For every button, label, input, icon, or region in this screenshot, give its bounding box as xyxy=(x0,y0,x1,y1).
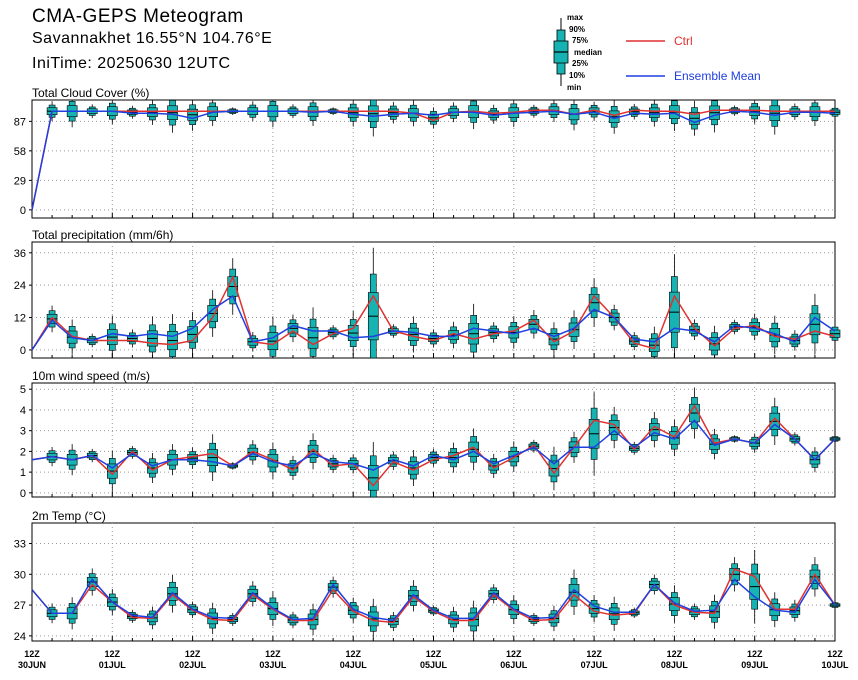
location-label: Savannakhet 16.55°N 104.76°E xyxy=(32,30,273,47)
legend-label-max: max xyxy=(567,13,584,22)
legend-label-median: median xyxy=(574,48,602,57)
legend-boxplot-icon xyxy=(553,18,569,86)
panel-title: Total Cloud Cover (%) xyxy=(32,86,149,100)
legend-label-p25: 25% xyxy=(572,59,588,68)
x-tick-label-time: 12Z xyxy=(265,649,281,659)
y-tick-label: 1 xyxy=(20,467,26,479)
init-time-label: IniTime: 20250630 12UTC xyxy=(32,55,231,72)
legend-label-p75: 75% xyxy=(572,36,588,45)
boxplot-group xyxy=(46,549,841,640)
mean-series-line xyxy=(31,419,836,471)
panel-2: 10m wind speed (m/s) 0 1 2 3 4 5 xyxy=(20,369,841,500)
x-tick-label-date: 01JUL xyxy=(99,660,127,670)
ctrl-series-line xyxy=(31,404,836,487)
y-tick-label: 36 xyxy=(14,248,26,260)
mean-series-line xyxy=(31,110,836,211)
x-tick-label-time: 12Z xyxy=(24,649,40,659)
x-tick-label-time: 12Z xyxy=(105,649,121,659)
x-tick-label-date: 04JUL xyxy=(340,660,368,670)
y-tick-label: 24 xyxy=(14,280,26,292)
legend-label-p90: 90% xyxy=(569,25,585,34)
mean-series-line xyxy=(31,294,836,351)
panel-0: Total Cloud Cover (%) 0 29 58 87 xyxy=(14,86,841,219)
x-tick-label-date: 06JUL xyxy=(500,660,528,670)
y-tick-label: 3 xyxy=(20,426,26,438)
x-tick-label-time: 12Z xyxy=(586,649,602,659)
x-tick-label-date: 10JUL xyxy=(821,660,849,670)
y-tick-label: 87 xyxy=(14,116,26,128)
legend-label-p10: 10% xyxy=(569,71,585,80)
ctrl-series-line xyxy=(31,568,836,624)
x-axis-labels: 12Z30JUN12Z01JUL12Z02JUL12Z03JUL12Z04JUL… xyxy=(18,649,849,670)
x-tick-label-date: 05JUL xyxy=(420,660,448,670)
meteogram-title: CMA-GEPS Meteogram xyxy=(32,6,244,27)
y-tick-label: 33 xyxy=(14,539,26,551)
x-tick-label-date: 02JUL xyxy=(179,660,207,670)
legend-ctrl-label: Ctrl xyxy=(674,34,693,48)
x-tick-label-date: 08JUL xyxy=(661,660,689,670)
x-tick-label-date: 03JUL xyxy=(259,660,287,670)
y-tick-label: 0 xyxy=(20,488,26,500)
panel-3: 2m Temp (°C) 24 27 30 33 xyxy=(14,509,841,643)
x-tick-label-time: 12Z xyxy=(426,649,442,659)
panel-title: 2m Temp (°C) xyxy=(32,509,106,523)
panel-title: 10m wind speed (m/s) xyxy=(32,369,150,383)
x-tick-label-time: 12Z xyxy=(827,649,843,659)
ctrl-series-line xyxy=(31,109,835,211)
x-tick-label-date: 07JUL xyxy=(581,660,609,670)
x-tick-label-date: 09JUL xyxy=(741,660,769,670)
y-tick-label: 29 xyxy=(14,175,26,187)
y-tick-label: 2 xyxy=(20,446,26,458)
boxplot-group xyxy=(46,99,841,137)
x-tick-label-time: 12Z xyxy=(747,649,763,659)
y-tick-label: 0 xyxy=(20,345,26,357)
panel-1: Total precipitation (mm/6h) 0 12 24 36 xyxy=(14,228,841,359)
x-tick-label-time: 12Z xyxy=(185,649,201,659)
y-tick-label: 12 xyxy=(14,313,26,325)
legend: max 90% 75% median 25% 10% min Ctrl Ense… xyxy=(553,13,761,92)
x-tick-label-time: 12Z xyxy=(345,649,361,659)
mean-series-line xyxy=(31,578,836,622)
x-tick-label-date: 30JUN xyxy=(18,660,46,670)
boxplot-group xyxy=(46,247,841,359)
x-tick-label-time: 12Z xyxy=(506,649,522,659)
y-tick-label: 58 xyxy=(14,146,26,158)
x-tick-label-time: 12Z xyxy=(667,649,683,659)
legend-mean-label: Ensemble Mean xyxy=(674,69,761,83)
y-tick-label: 27 xyxy=(14,600,26,612)
y-tick-label: 4 xyxy=(20,405,26,417)
y-tick-label: 24 xyxy=(14,631,26,643)
y-tick-label: 5 xyxy=(20,384,26,396)
legend-label-min: min xyxy=(567,83,581,92)
panel-title: Total precipitation (mm/6h) xyxy=(32,228,173,242)
y-tick-label: 30 xyxy=(14,569,26,581)
y-tick-label: 0 xyxy=(20,205,26,217)
